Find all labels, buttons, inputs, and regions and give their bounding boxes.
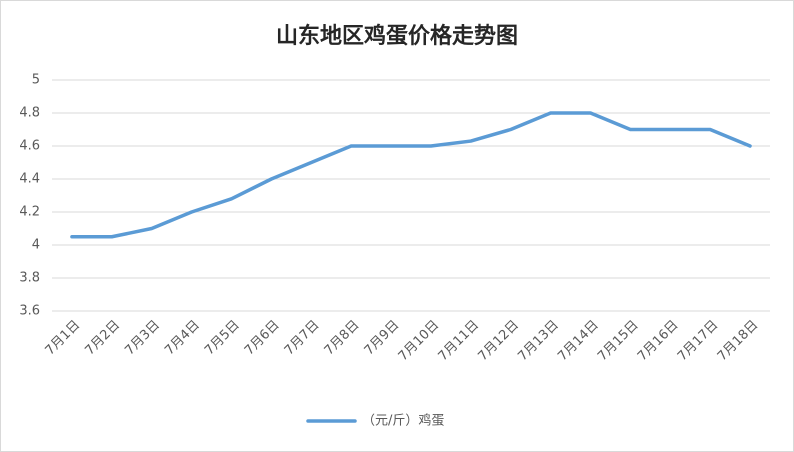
y-tick-label: 4.4 <box>19 172 40 187</box>
legend-label: （元/斤）鸡蛋 <box>362 413 444 429</box>
y-tick-label: 4 <box>32 238 40 253</box>
y-tick-label: 4.6 <box>19 139 40 154</box>
y-tick-label: 3.8 <box>19 271 40 286</box>
chart-title: 山东地区鸡蛋价格走势图 <box>276 23 518 49</box>
y-tick-label: 4.2 <box>19 205 40 220</box>
y-tick-label: 3.6 <box>19 304 40 319</box>
data-line <box>70 111 752 239</box>
y-tick-label: 5 <box>32 73 40 88</box>
y-tick-label: 4.8 <box>19 106 40 121</box>
